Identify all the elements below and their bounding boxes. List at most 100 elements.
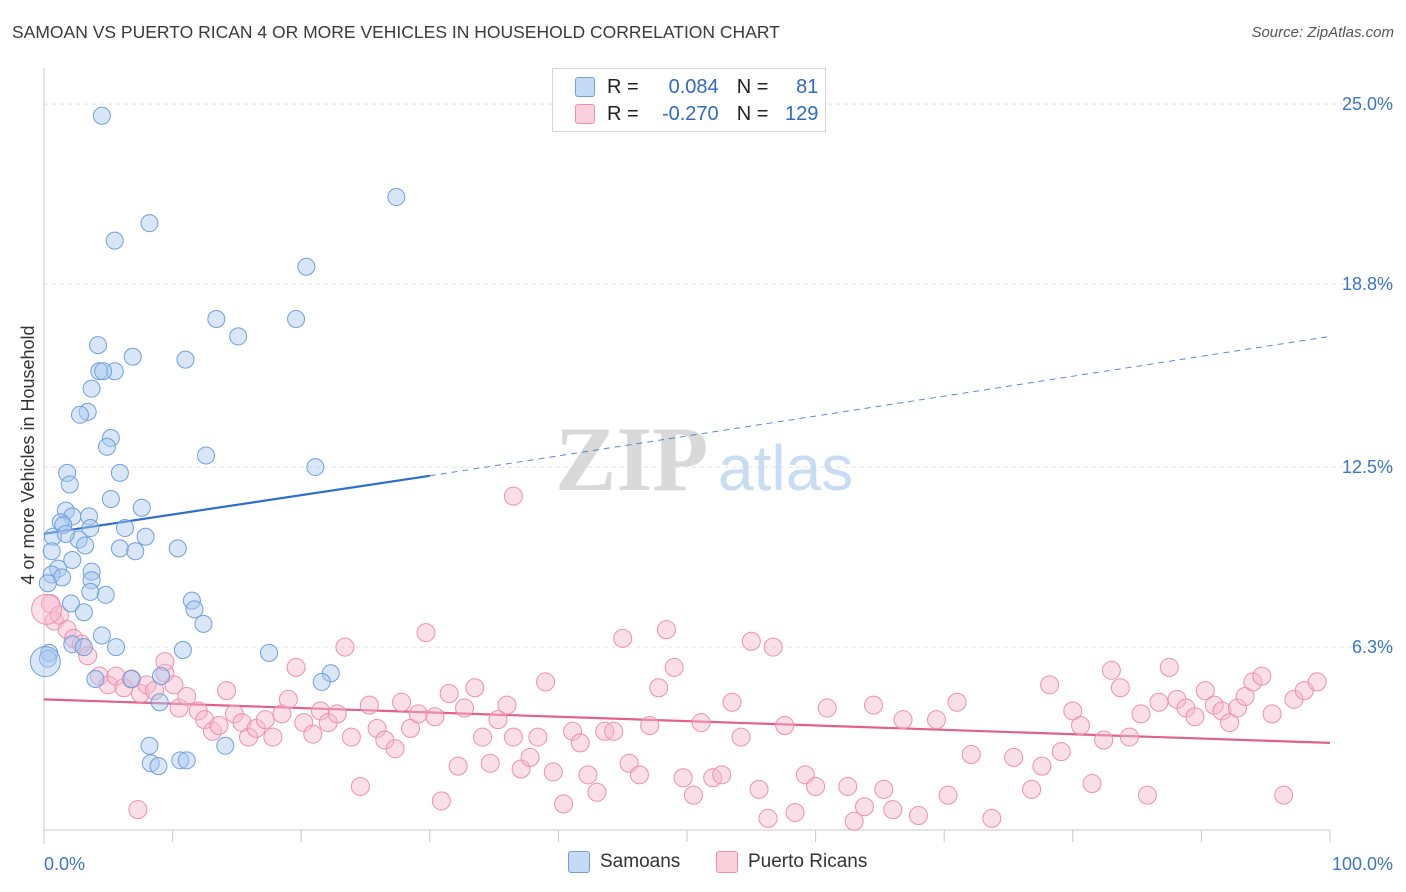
- x-tick-label-left: 0.0%: [44, 854, 85, 874]
- puerto-ricans-point: [1119, 727, 1139, 747]
- puerto-ricans-point: [712, 765, 732, 785]
- puerto-ricans-point: [893, 710, 913, 730]
- puerto-ricans-point: [587, 782, 607, 802]
- r-value: -0.270: [661, 102, 719, 125]
- samoans-point: [177, 751, 196, 770]
- samoans-point: [80, 507, 99, 526]
- puerto-ricans-point: [1131, 704, 1151, 724]
- puerto-ricans-point: [741, 631, 761, 651]
- x-tick-label-right: 100.0%: [1332, 854, 1393, 874]
- puerto-ricans-point: [528, 727, 548, 747]
- samoans-point: [63, 550, 82, 569]
- samoans-point: [110, 463, 129, 482]
- puerto-ricans-point: [272, 704, 292, 724]
- samoans-point: [60, 475, 79, 494]
- puerto-ricans-point: [1022, 779, 1042, 799]
- puerto-ricans-point: [1149, 692, 1169, 712]
- puerto-ricans-point: [465, 678, 485, 698]
- samoans-point: [287, 309, 306, 328]
- legend-item-puerto-ricans[interactable]: Puerto Ricans: [716, 851, 867, 873]
- puerto-ricans-point: [1094, 730, 1114, 750]
- puerto-ricans-point: [263, 727, 283, 747]
- samoans-point: [42, 542, 61, 561]
- puerto-ricans-point: [691, 713, 711, 733]
- watermark-atlas: atlas: [718, 432, 853, 504]
- puerto-ricans-point: [408, 704, 428, 724]
- puerto-ricans-point: [749, 779, 769, 799]
- samoans-point: [197, 446, 216, 465]
- legend-row-puerto-ricans: R = -0.270 N = 129: [575, 102, 818, 126]
- tick-labels: 6.3% 12.5% 18.8% 25.0% 0.0% 100.0%: [44, 94, 1393, 874]
- puerto-ricans-point: [416, 623, 436, 643]
- puerto-ricans-point: [613, 628, 633, 648]
- trend-lines: [43, 335, 1331, 744]
- puerto-ricans-point: [503, 727, 523, 747]
- samoans-point: [171, 751, 190, 770]
- samoans-swatch: [575, 77, 595, 97]
- samoans-point: [89, 336, 108, 355]
- puerto-ricans-point: [763, 637, 783, 657]
- puerto-ricans-point: [1137, 785, 1157, 805]
- samoans-point: [81, 582, 100, 601]
- puerto-ricans-point: [664, 657, 684, 677]
- samoans-trend-line-projection: [429, 335, 1331, 477]
- puerto-ricans-point: [1243, 672, 1263, 692]
- samoans-point: [140, 736, 159, 755]
- y-tick-label: 18.8%: [1342, 274, 1393, 294]
- puerto-ricans-point: [908, 805, 928, 825]
- puerto-ricans-point: [392, 692, 412, 712]
- puerto-ricans-swatch: [575, 104, 595, 124]
- samoans-point: [38, 574, 57, 593]
- samoans-point: [216, 736, 235, 755]
- puerto-ricans-point: [480, 753, 500, 773]
- samoans-point: [176, 350, 195, 369]
- puerto-ricans-point: [473, 727, 493, 747]
- n-value: 81: [796, 75, 819, 98]
- y-tick-label: 6.3%: [1352, 637, 1393, 657]
- puerto-ricans-point: [1227, 698, 1247, 718]
- puerto-ricans-point: [578, 765, 598, 785]
- samoans-point: [98, 437, 117, 456]
- puerto-ricans-point: [1082, 774, 1102, 794]
- samoans-point: [71, 405, 90, 424]
- puerto-ricans-point: [310, 701, 330, 721]
- puerto-ricans-point: [1110, 678, 1130, 698]
- puerto-ricans-point: [341, 727, 361, 747]
- puerto-ricans-point: [1307, 672, 1327, 692]
- samoans-point: [42, 565, 61, 584]
- samoans-point: [126, 542, 145, 561]
- puerto-ricans-point: [874, 779, 894, 799]
- puerto-ricans-point: [448, 756, 468, 776]
- puerto-ricans-point: [554, 794, 574, 814]
- puerto-ricans-point: [1185, 707, 1205, 727]
- puerto-ricans-point: [31, 593, 63, 625]
- samoans-point: [110, 539, 129, 558]
- puerto-ricans-point: [722, 692, 742, 712]
- puerto-ricans-point: [1204, 695, 1224, 715]
- samoans-point: [312, 672, 331, 691]
- samoans-point: [63, 635, 82, 654]
- samoans-point: [194, 614, 213, 633]
- samoans-point: [123, 347, 142, 366]
- puerto-ricans-point: [128, 800, 148, 820]
- legend-item-samoans[interactable]: Samoans: [568, 851, 680, 873]
- puerto-ricans-point: [425, 707, 445, 727]
- puerto-ricans-point: [649, 678, 669, 698]
- samoans-point: [107, 638, 126, 657]
- puerto-ricans-point: [303, 724, 323, 744]
- series-legend: Samoans Puerto Ricans: [0, 851, 1406, 877]
- puerto-ricans-point: [758, 808, 778, 828]
- source-label: Source: ZipAtlas.com: [1251, 24, 1394, 41]
- samoans-swatch: [568, 851, 590, 873]
- puerto-ricans-point: [497, 695, 517, 715]
- puerto-ricans-point: [1071, 715, 1091, 735]
- puerto-ricans-point: [844, 811, 864, 831]
- puerto-ricans-point: [1032, 756, 1052, 776]
- puerto-ricans-point: [367, 718, 387, 738]
- puerto-ricans-point: [327, 704, 347, 724]
- puerto-ricans-point: [947, 692, 967, 712]
- legend-label-samoans: Samoans: [600, 851, 681, 872]
- samoans-point: [116, 519, 135, 538]
- puerto-ricans-point: [164, 675, 184, 695]
